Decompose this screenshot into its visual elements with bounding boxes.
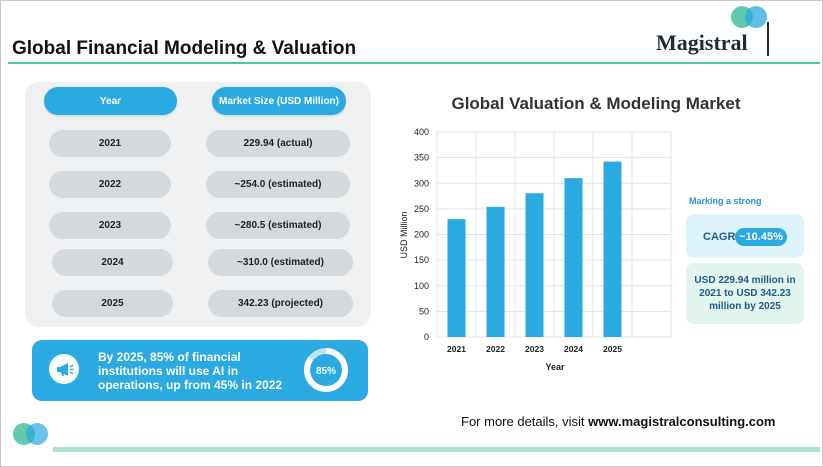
marking-label: Marking a strong: [689, 196, 762, 206]
table-cell-value: 229.94 (actual): [206, 130, 350, 157]
chart-bar-2021: [447, 219, 466, 337]
footer-text: For more details, visit www.magistralcon…: [461, 414, 775, 429]
logo-mark: [731, 6, 771, 30]
percent-ring: 85%: [304, 348, 348, 392]
table-cell-value: 342.23 (projected): [208, 290, 353, 317]
chart-y-tick-label: 300: [414, 178, 429, 188]
chart-x-tick-label: 2022: [486, 344, 505, 354]
chart-y-tick-label: 100: [414, 281, 429, 291]
title-divider: [8, 62, 820, 64]
chart-y-tick-label: 150: [414, 255, 429, 265]
table-header-market-size: Market Size (USD Million): [212, 87, 346, 115]
table-cell-year: 2021: [49, 130, 171, 157]
chart-x-tick-label: 2025: [603, 344, 622, 354]
table-cell-value: ~254.0 (estimated): [206, 171, 350, 198]
chart-bar-2023: [525, 193, 544, 337]
chart-x-axis-label: Year: [545, 362, 565, 372]
chart-y-tick-label: 50: [419, 306, 429, 316]
footer-link[interactable]: www.magistralconsulting.com: [588, 414, 776, 429]
chart-y-tick-label: 250: [414, 204, 429, 214]
table-header-year: Year: [44, 87, 177, 115]
chart-y-axis-label: USD Million: [399, 211, 409, 258]
chart-x-tick-label: 2023: [525, 344, 544, 354]
table-cell-year: 2024: [52, 249, 173, 276]
footer-prefix: For more details, visit: [461, 414, 589, 429]
logo-divider: [767, 22, 769, 56]
percent-ring-arc: [304, 348, 348, 392]
growth-summary: USD 229.94 million in 2021 to USD 342.23…: [686, 263, 804, 324]
chart-x-tick-label: 2024: [564, 344, 583, 354]
percent-ring-label: 85%: [316, 366, 336, 377]
megaphone-icon: [49, 354, 79, 384]
table-cell-value: ~310.0 (estimated): [208, 249, 353, 276]
chart-y-tick-label: 400: [414, 127, 429, 137]
market-bar-chart: Global Valuation & Modeling Market 0 50 10…: [399, 94, 741, 372]
chart-title: Global Valuation & Modeling Market: [451, 94, 740, 113]
chart-x-tick-label: 2021: [447, 344, 466, 354]
chart-y-tick-label: 0: [424, 332, 429, 342]
chart-bar-2022: [486, 206, 505, 337]
logo-text: Magistral: [656, 30, 748, 55]
table-cell-year: 2025: [52, 290, 173, 317]
cagr-value: ~10.45%: [735, 228, 787, 246]
table-cell-value: ~280.5 (estimated): [206, 212, 350, 239]
ai-adoption-card: By 2025, 85% of financial institutions w…: [32, 340, 368, 401]
cagr-box: CAGR ~10.45%: [686, 214, 804, 258]
chart-y-tick-label: 200: [414, 230, 429, 240]
chart-y-tick-label: 350: [414, 153, 429, 163]
cagr-label: CAGR: [703, 231, 736, 243]
footer-divider: [53, 447, 820, 452]
footer-logo-mark: [13, 423, 53, 445]
page-title: Global Financial Modeling & Valuation: [12, 38, 357, 59]
table-cell-year: 2023: [49, 212, 171, 239]
chart-bar-2025: [603, 161, 622, 337]
table-cell-year: 2022: [49, 171, 171, 198]
ai-adoption-text: By 2025, 85% of financial institutions w…: [98, 350, 283, 392]
market-size-table: [25, 82, 371, 327]
chart-bar-2024: [564, 178, 583, 337]
